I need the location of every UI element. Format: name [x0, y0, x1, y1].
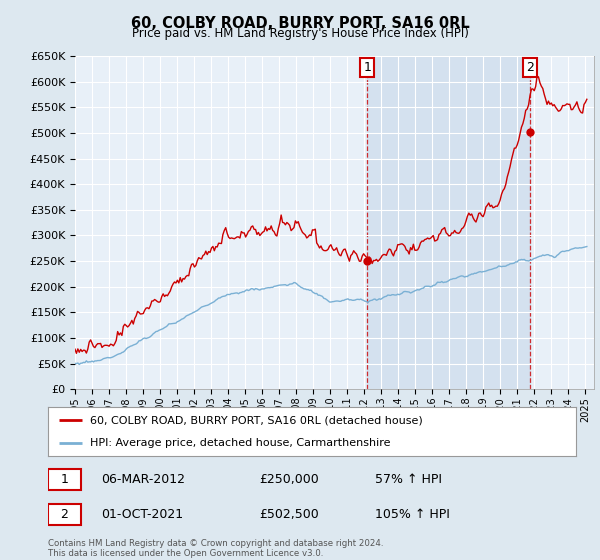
- FancyBboxPatch shape: [48, 504, 81, 525]
- Text: 1: 1: [363, 61, 371, 74]
- Text: 105% ↑ HPI: 105% ↑ HPI: [376, 508, 450, 521]
- Text: 2: 2: [61, 508, 68, 521]
- Text: Contains HM Land Registry data © Crown copyright and database right 2024.
This d: Contains HM Land Registry data © Crown c…: [48, 539, 383, 558]
- Text: 06-MAR-2012: 06-MAR-2012: [101, 473, 185, 486]
- Text: 60, COLBY ROAD, BURRY PORT, SA16 0RL: 60, COLBY ROAD, BURRY PORT, SA16 0RL: [131, 16, 469, 31]
- Text: 60, COLBY ROAD, BURRY PORT, SA16 0RL (detached house): 60, COLBY ROAD, BURRY PORT, SA16 0RL (de…: [90, 416, 423, 426]
- Text: 57% ↑ HPI: 57% ↑ HPI: [376, 473, 442, 486]
- Bar: [367, 56, 530, 389]
- Text: 01-OCT-2021: 01-OCT-2021: [101, 508, 183, 521]
- Text: £250,000: £250,000: [259, 473, 319, 486]
- Text: Price paid vs. HM Land Registry's House Price Index (HPI): Price paid vs. HM Land Registry's House …: [131, 27, 469, 40]
- Text: £502,500: £502,500: [259, 508, 319, 521]
- FancyBboxPatch shape: [48, 469, 81, 490]
- Text: 1: 1: [61, 473, 68, 486]
- Text: 2: 2: [526, 61, 534, 74]
- Text: HPI: Average price, detached house, Carmarthenshire: HPI: Average price, detached house, Carm…: [90, 438, 391, 448]
